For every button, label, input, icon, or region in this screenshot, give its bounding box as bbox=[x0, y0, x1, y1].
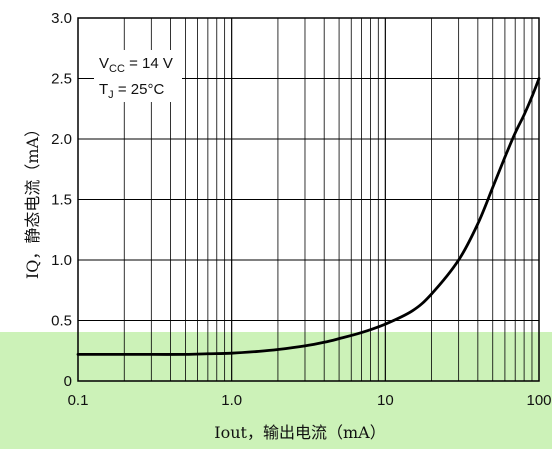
y-tick-label: 2.0 bbox=[51, 131, 72, 148]
x-tick-label: 10 bbox=[377, 392, 394, 409]
y-tick-label: 2.5 bbox=[51, 71, 72, 88]
x-axis-label: Iout，输出电流（mA） bbox=[214, 423, 385, 442]
x-tick-label: 0.1 bbox=[68, 392, 89, 409]
background-band bbox=[0, 332, 552, 449]
y-tick-label: 3.0 bbox=[51, 10, 72, 27]
y-tick-label: 1.0 bbox=[51, 252, 72, 269]
grid-horizontal bbox=[78, 78, 539, 321]
annotation-box: VCC = 14 V TJ = 25°C bbox=[94, 50, 182, 102]
series-line bbox=[76, 77, 541, 356]
y-axis-label: IQ，静态电流（mA） bbox=[23, 121, 42, 279]
annotation-tj: TJ = 25°C bbox=[99, 81, 164, 101]
annotation-vcc: VCC = 14 V bbox=[99, 55, 173, 75]
x-tick-label: 1.0 bbox=[221, 392, 242, 409]
y-tick-label: 0 bbox=[64, 373, 72, 390]
series-layer bbox=[76, 77, 541, 356]
plot-frame bbox=[77, 17, 540, 382]
y-tick-label: 1.5 bbox=[51, 192, 72, 209]
x-tick-labels: 0.1 1.0 10 100 bbox=[68, 392, 552, 409]
y-tick-label: 0.5 bbox=[51, 313, 72, 330]
x-tick-label: 100 bbox=[526, 392, 551, 409]
y-tick-labels: 0 0.5 1.0 1.5 2.0 2.5 3.0 bbox=[51, 10, 72, 390]
annotation-background bbox=[94, 50, 182, 102]
